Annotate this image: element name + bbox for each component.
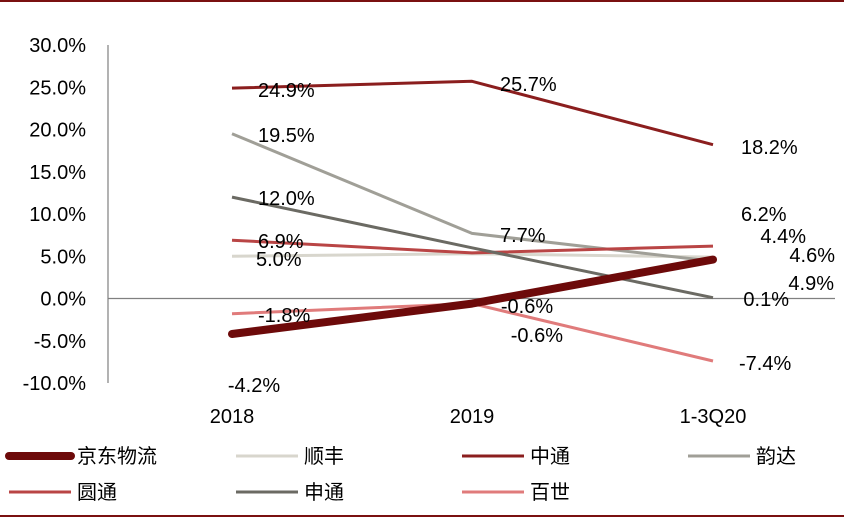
legend-label: 京东物流 (77, 445, 157, 468)
data-label: 12.0% (258, 188, 315, 210)
data-label: 18.2% (741, 137, 798, 159)
legend-label: 申通 (304, 481, 344, 504)
series-line-3 (231, 132, 714, 263)
series-line-4 (231, 238, 714, 255)
data-labels: -4.2% -0.6% 4.6% 5.0% 4.9% 24.9% 25.7% 18.2% 19.… (228, 74, 835, 397)
series-line-5 (231, 195, 714, 300)
y-tick-label: 20.0% (29, 120, 86, 142)
series-line-0 (228, 255, 717, 338)
series-line-2 (231, 79, 714, 147)
legend-label: 中通 (530, 445, 570, 468)
legend-label: 百世 (530, 481, 570, 504)
data-label: 4.4% (760, 226, 806, 248)
y-tick-label: 5.0% (40, 246, 86, 268)
x-tick-label: 1-3Q20 (680, 406, 747, 428)
x-tick-label: 2018 (210, 406, 255, 428)
data-label: 7.7% (500, 225, 546, 247)
data-label: 5.0% (256, 249, 302, 271)
data-label: -0.6% (501, 296, 553, 318)
chart-frame-top (0, 0, 844, 2)
data-label: 0.1% (743, 289, 789, 311)
data-label: 19.5% (258, 125, 315, 147)
y-tick-label: -5.0% (34, 331, 86, 353)
legend-label: 顺丰 (304, 445, 344, 468)
data-label: 25.7% (500, 74, 557, 96)
data-label: -7.4% (739, 353, 791, 375)
series-lines (228, 79, 717, 363)
x-tick-label: 2019 (450, 406, 495, 428)
legend-label: 圆通 (77, 481, 117, 504)
y-tick-label: 25.0% (29, 77, 86, 99)
data-label: -0.6% (511, 325, 563, 347)
y-tick-label: -10.0% (23, 373, 87, 395)
data-label: -1.8% (258, 305, 310, 327)
axes: -10.0% -5.0% 0.0% 5.0% 10.0% 15.0% 20.0% 25.0% 3… (23, 35, 835, 428)
y-tick-label: 10.0% (29, 204, 86, 226)
data-label: 4.6% (789, 245, 835, 267)
data-label: 24.9% (258, 80, 315, 102)
data-label: 4.9% (788, 273, 834, 295)
y-tick-label: 30.0% (29, 35, 86, 57)
y-tick-label: 15.0% (29, 162, 86, 184)
chart-frame-bottom (0, 515, 844, 517)
data-label: -4.2% (228, 375, 280, 397)
data-label: 6.9% (258, 231, 304, 253)
legend-label: 韵达 (756, 445, 796, 468)
data-label: 6.2% (741, 204, 787, 226)
y-tick-label: 0.0% (40, 289, 86, 311)
